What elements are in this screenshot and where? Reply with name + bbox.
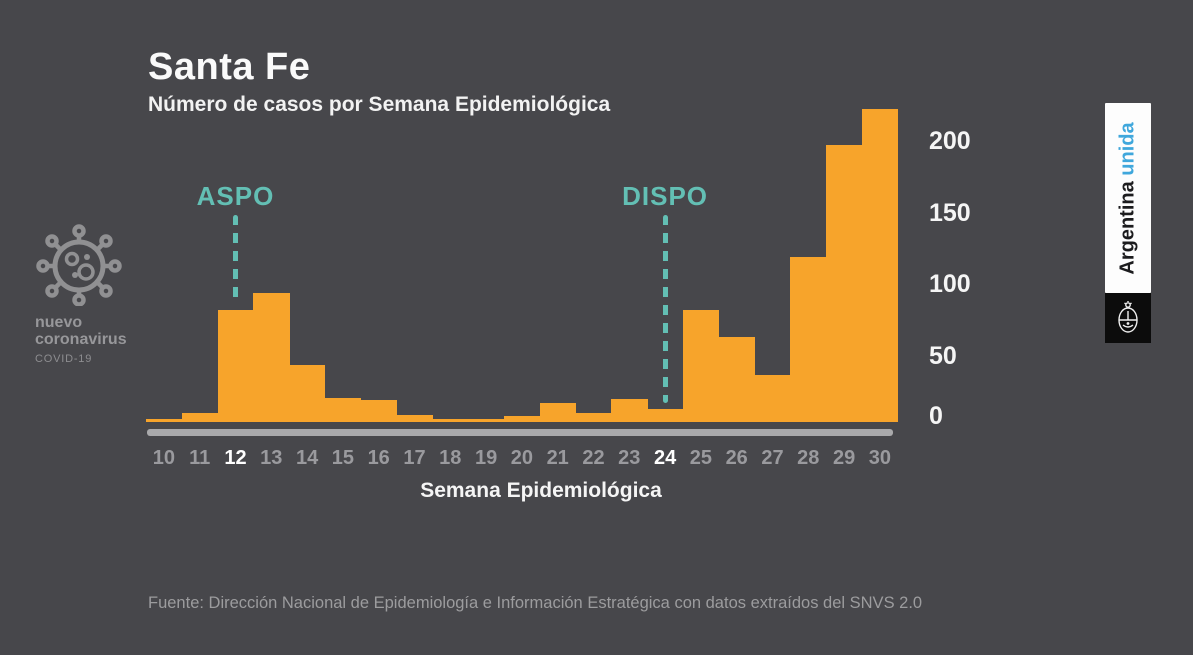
covid-brand: nuevo coronavirus COVID-19: [26, 224, 146, 365]
bar-week-10: [146, 419, 183, 422]
bar-week-15: [325, 397, 362, 422]
bar-week-11: [181, 413, 219, 422]
bar-week-12: [217, 309, 254, 422]
x-tick-22: 22: [582, 447, 605, 469]
bar-week-24: [647, 409, 684, 422]
coat-of-arms-box: [1105, 293, 1151, 343]
bar-week-16: [360, 400, 398, 422]
virus-spikes: [36, 224, 122, 306]
annotation-label-aspo: ASPO: [196, 181, 275, 211]
argentina-text: Argentina: [1116, 180, 1139, 275]
x-tick-18: 18: [439, 447, 462, 469]
bar-week-20: [504, 416, 541, 422]
virus-inner-detail: [64, 251, 95, 281]
x-tick-21: 21: [546, 447, 569, 469]
y-tick-100: 100: [929, 270, 971, 299]
bar-week-27: [754, 374, 791, 422]
brand-text-coronavirus: coronavirus: [35, 331, 127, 348]
y-tick-200: 200: [929, 126, 971, 155]
annotation-line-dispo: [662, 215, 668, 404]
bar-week-30: [862, 108, 899, 422]
x-tick-17: 17: [403, 447, 426, 469]
brand-text-nuevo: nuevo: [35, 314, 83, 331]
x-tick-11: 11: [189, 447, 211, 469]
bar-week-25: [683, 309, 720, 422]
annotation-line-aspo: [233, 215, 238, 304]
x-tick-26: 26: [725, 447, 748, 469]
x-axis-bar: [147, 429, 893, 436]
x-tick-13: 13: [260, 447, 283, 469]
bar-week-21: [539, 403, 577, 422]
x-tick-14: 14: [295, 447, 319, 469]
bar-week-17: [396, 414, 433, 422]
bar-week-18: [432, 419, 469, 422]
bar-week-19: [468, 419, 505, 422]
coat-of-arms-icon: [1118, 301, 1138, 333]
source-citation: Fuente: Dirección Nacional de Epidemiolo…: [148, 594, 923, 612]
x-tick-23: 23: [618, 447, 641, 469]
y-tick-150: 150: [929, 198, 971, 227]
chart-subtitle: Número de casos por Semana Epidemiológic…: [148, 93, 611, 116]
x-tick-10: 10: [152, 447, 176, 469]
x-axis-title: Semana Epidemiológica: [420, 479, 662, 502]
bar-week-13: [253, 292, 290, 422]
annotation-label-dispo: DISPO: [622, 181, 709, 211]
x-tick-28: 28: [797, 447, 820, 469]
bar-week-14: [289, 364, 326, 422]
bar-week-26: [718, 337, 756, 422]
y-tick-0: 0: [929, 402, 943, 430]
bar-week-23: [611, 399, 648, 422]
unida-text: unida: [1116, 121, 1139, 176]
y-tick-50: 50: [929, 342, 957, 371]
x-tick-27: 27: [761, 447, 784, 469]
x-tick-16: 16: [367, 447, 390, 469]
coronavirus-icon: [36, 224, 122, 306]
x-tick-19: 19: [474, 447, 498, 469]
bar-week-22: [575, 413, 612, 422]
x-tick-25: 25: [689, 447, 713, 469]
x-tick-29: 29: [832, 447, 856, 469]
x-tick-20: 20: [510, 447, 534, 469]
bar-week-29: [826, 144, 863, 422]
x-tick-30: 30: [868, 447, 892, 469]
x-tick-24: 24: [653, 447, 677, 469]
x-tick-12: 12: [224, 447, 247, 469]
page-title: Santa Fe: [148, 46, 311, 88]
argentina-unida-label: Argentina unida: [1117, 122, 1140, 274]
brand-text-covid19: COVID-19: [35, 353, 93, 365]
argentina-unida-banner: Argentina unida: [1105, 103, 1151, 293]
x-tick-15: 15: [331, 447, 355, 469]
bar-week-28: [790, 256, 827, 422]
